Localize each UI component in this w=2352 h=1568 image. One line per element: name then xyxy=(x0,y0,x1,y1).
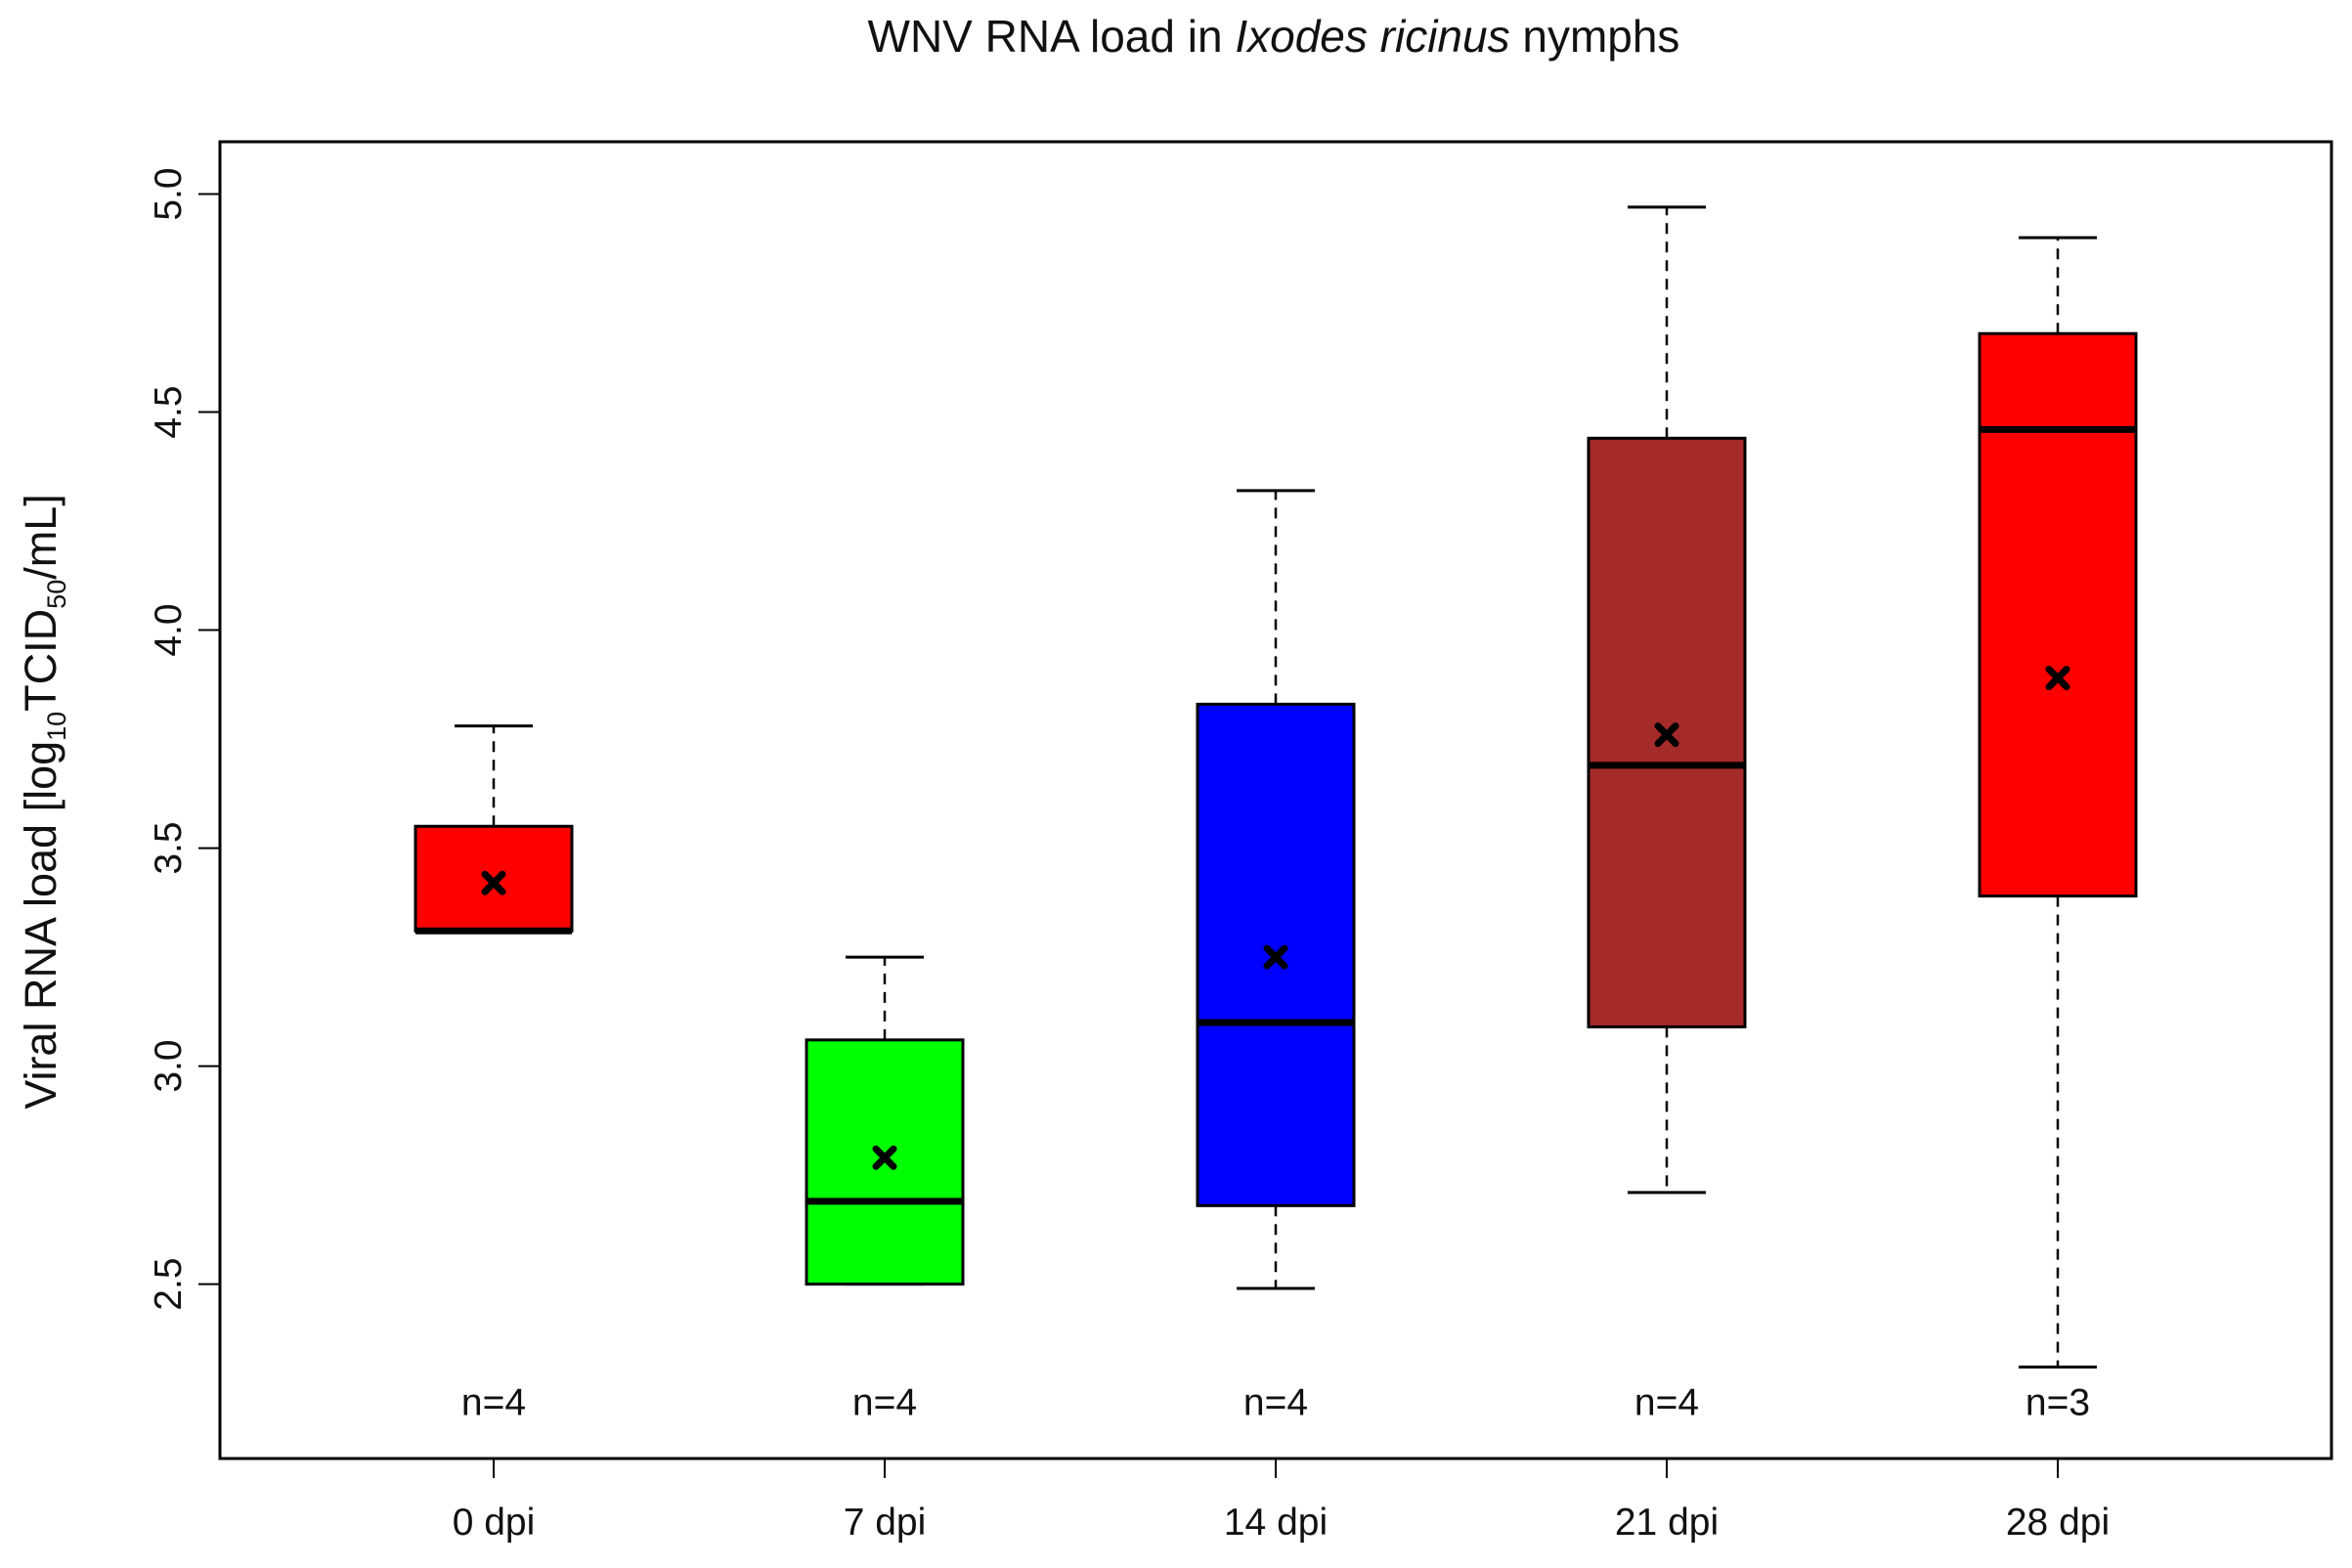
y-tick-label: 3.0 xyxy=(148,1039,190,1092)
y-axis-label-mid: TCID xyxy=(16,609,65,712)
x-tick-label: 21 dpi xyxy=(1615,1502,1719,1544)
x-tick-label: 28 dpi xyxy=(2006,1502,2110,1544)
y-axis-label-suffix: /mL] xyxy=(16,494,65,580)
box-iqr xyxy=(1978,331,2138,898)
x-tick-label: 0 dpi xyxy=(453,1502,536,1544)
box-iqr xyxy=(1587,436,1747,1028)
y-axis: 2.5 3.0 3.5 4.0 4.5 5.0 xyxy=(148,167,221,1311)
chart-title-prefix: WNV RNA load in xyxy=(868,11,1236,62)
box-group: n=3 xyxy=(1978,236,2138,1423)
chart-title-suffix: nymphs xyxy=(1510,11,1680,62)
y-axis-label-prefix: Viral RNA load [log xyxy=(16,741,65,1110)
box-group: n=4 xyxy=(805,955,965,1423)
mean-marker xyxy=(2045,666,2070,691)
box-series: n=4 n=4 n=4 n=4 n=3 xyxy=(414,205,2138,1423)
y-axis-label: Viral RNA load [log10TCID50/mL] xyxy=(16,494,71,1110)
sample-size-label: n=4 xyxy=(1634,1381,1699,1423)
x-axis: 0 dpi 7 dpi 14 dpi 21 dpi 28 dpi xyxy=(453,1458,2110,1544)
y-axis-label-subscript-50: 50 xyxy=(42,580,71,609)
box-group: n=4 xyxy=(414,724,574,1423)
box-group: n=4 xyxy=(1587,205,1747,1423)
x-tick-label: 14 dpi xyxy=(1224,1502,1328,1544)
y-tick-label: 4.0 xyxy=(148,603,190,656)
sample-size-label: n=4 xyxy=(461,1381,526,1423)
y-axis-label-subscript-10: 10 xyxy=(42,712,71,741)
y-tick-label: 5.0 xyxy=(148,167,190,220)
sample-size-label: n=4 xyxy=(852,1381,917,1423)
y-tick-label: 2.5 xyxy=(148,1257,190,1310)
x-tick-label: 7 dpi xyxy=(844,1502,927,1544)
sample-size-label: n=3 xyxy=(2025,1381,2090,1423)
box-iqr xyxy=(805,1038,965,1286)
chart-title: WNV RNA load in Ixodes ricinus nymphs xyxy=(868,11,1680,62)
y-tick-label: 3.5 xyxy=(148,821,190,874)
box-group: n=4 xyxy=(1196,489,1356,1423)
mean-marker xyxy=(481,870,506,895)
sample-size-label: n=4 xyxy=(1243,1381,1308,1423)
chart-title-species: Ixodes ricinus xyxy=(1235,11,1509,62)
mean-marker xyxy=(1654,722,1679,748)
mean-marker xyxy=(1263,944,1288,970)
mean-marker xyxy=(872,1145,897,1170)
y-tick-label: 4.5 xyxy=(148,385,190,438)
